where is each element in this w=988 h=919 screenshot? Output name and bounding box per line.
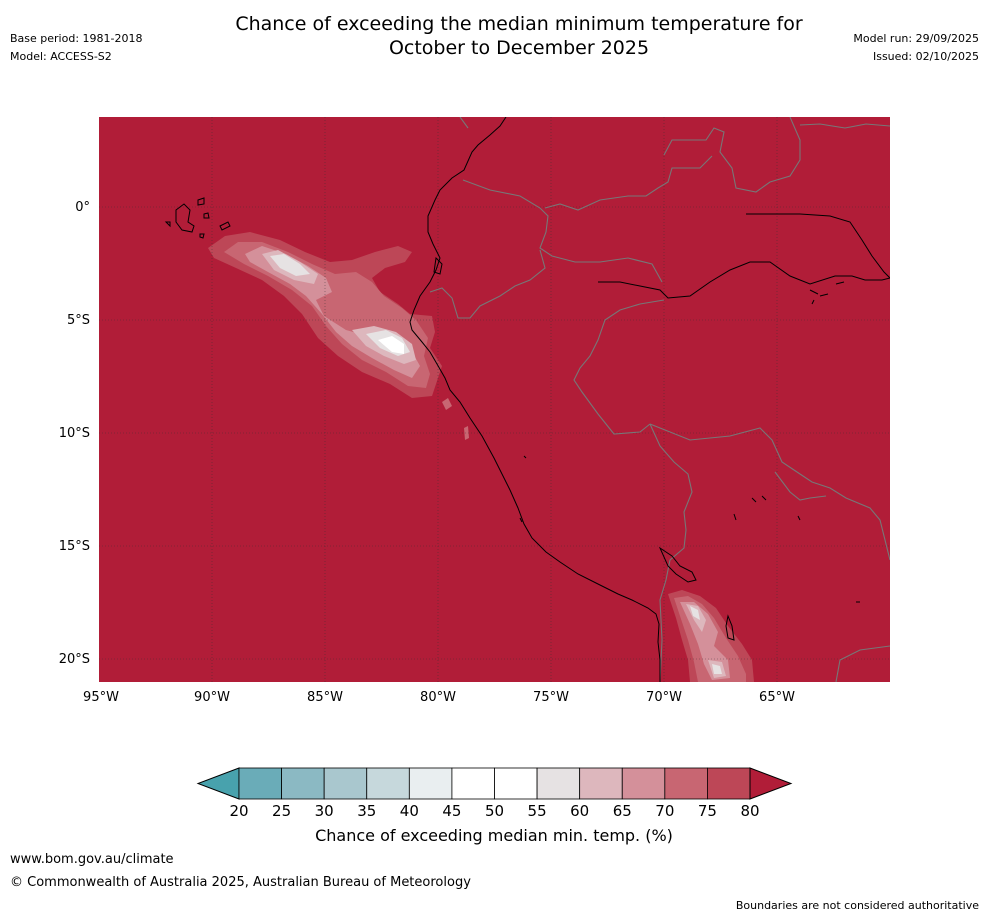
lon-label: 75°W bbox=[533, 690, 569, 705]
colorbar-tick-label: 35 bbox=[357, 802, 376, 820]
colorbar: 20 25 30 35 40 45 50 55 60 65 70 75 80 bbox=[196, 767, 793, 820]
colorbar-tick-label: 45 bbox=[442, 802, 461, 820]
colorbar-arrow-low bbox=[196, 767, 240, 800]
latitude-labels: 0° 5°S 10°S 15°S 20°S bbox=[59, 200, 90, 667]
colorbar-tick-label: 70 bbox=[655, 802, 674, 820]
colorbar-segment bbox=[621, 767, 666, 800]
colorbar-segment bbox=[494, 767, 538, 800]
colorbar-tick-label: 65 bbox=[613, 802, 632, 820]
country-borders bbox=[429, 117, 890, 682]
lon-label: 90°W bbox=[194, 690, 230, 705]
colorbar-tick-label: 20 bbox=[229, 802, 248, 820]
graticule bbox=[99, 117, 890, 682]
model-run: Model run: 29/09/2025 bbox=[853, 32, 979, 45]
disclaimer-text: Boundaries are not considered authoritat… bbox=[735, 899, 979, 912]
lon-label: 70°W bbox=[646, 690, 682, 705]
colorbar-segment bbox=[323, 767, 368, 800]
issued-date: Issued: 02/10/2025 bbox=[872, 50, 979, 63]
website-link[interactable]: www.bom.gov.au/climate bbox=[10, 852, 174, 867]
colorbar-segment bbox=[238, 767, 282, 800]
map-title: Chance of exceeding the median minimum t… bbox=[0, 12, 988, 60]
colorbar-tick-label: 80 bbox=[740, 802, 759, 820]
title-line1: Chance of exceeding the median minimum t… bbox=[235, 13, 803, 35]
colorbar-segment bbox=[536, 767, 581, 800]
map-background bbox=[99, 117, 890, 682]
colorbar-label: Chance of exceeding median min. temp. (%… bbox=[315, 826, 673, 845]
lon-label: 85°W bbox=[307, 690, 343, 705]
model-name: Model: ACCESS-S2 bbox=[10, 50, 112, 63]
colorbar-segment bbox=[281, 767, 325, 800]
base-period: Base period: 1981-2018 bbox=[10, 32, 143, 45]
colorbar-tick-label: 50 bbox=[485, 802, 504, 820]
metadata-left: Base period: 1981-2018 Model: ACCESS-S2 bbox=[10, 30, 142, 66]
colorbar-segment bbox=[451, 767, 495, 800]
colorbar-tick-label: 75 bbox=[698, 802, 717, 820]
longitude-labels: 95°W 90°W 85°W 80°W 75°W 70°W 65°W bbox=[83, 690, 795, 705]
colorbar-segment bbox=[579, 767, 623, 800]
lat-label: 0° bbox=[75, 200, 90, 215]
copyright-text: © Commonwealth of Australia 2025, Austra… bbox=[10, 875, 471, 890]
colorbar-tick-label: 30 bbox=[315, 802, 334, 820]
lon-label: 95°W bbox=[83, 690, 119, 705]
lat-label: 10°S bbox=[59, 426, 90, 441]
lat-label: 20°S bbox=[59, 652, 90, 667]
colorbar-tick-label: 25 bbox=[272, 802, 291, 820]
colorbar-segment bbox=[664, 767, 708, 800]
title-line2: October to December 2025 bbox=[388, 37, 650, 59]
contours-bolivia bbox=[668, 590, 754, 682]
colorbar-segment bbox=[707, 767, 751, 800]
colorbar-arrow-high bbox=[749, 767, 793, 800]
lat-label: 5°S bbox=[67, 313, 90, 328]
lon-label: 65°W bbox=[759, 690, 795, 705]
lon-label: 80°W bbox=[420, 690, 456, 705]
colorbar-tick-label: 60 bbox=[570, 802, 589, 820]
colorbar-tick-label: 40 bbox=[400, 802, 419, 820]
colorbar-segment bbox=[408, 767, 453, 800]
metadata-right: Model run: 29/09/2025 Issued: 02/10/2025 bbox=[853, 30, 979, 66]
colorbar-tick-label: 55 bbox=[528, 802, 547, 820]
coastlines bbox=[164, 117, 890, 682]
colorbar-segment bbox=[366, 767, 410, 800]
lat-label: 15°S bbox=[59, 539, 90, 554]
